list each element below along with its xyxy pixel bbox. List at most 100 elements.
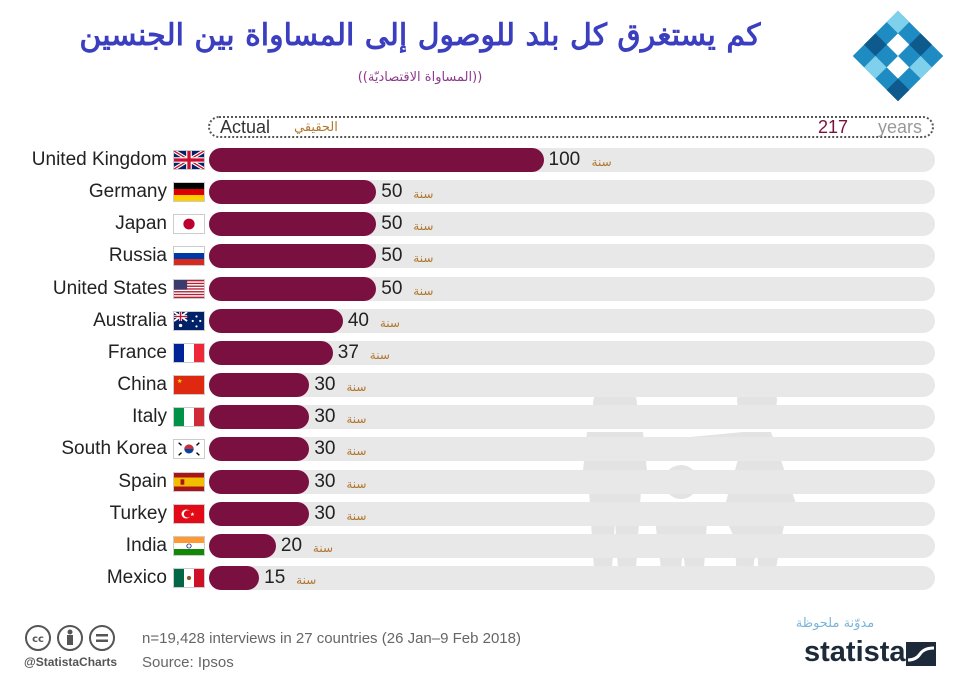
flag-icon bbox=[173, 407, 205, 427]
sample-note: n=19,428 interviews in 27 countries (26 … bbox=[142, 630, 521, 647]
bar bbox=[209, 437, 310, 461]
bar bbox=[209, 341, 333, 365]
bar-row: France 37 سنة bbox=[0, 341, 960, 365]
bar-unit: سنة bbox=[312, 541, 334, 555]
bar-row: United States 50 سنة bbox=[0, 277, 960, 301]
bar-unit: سنة bbox=[413, 187, 434, 201]
actual-label-ar: الحقيقي bbox=[294, 119, 338, 134]
bar bbox=[209, 373, 310, 397]
bar-row: Germany 50 سنة bbox=[0, 180, 960, 204]
country-label: Germany bbox=[88, 181, 167, 202]
bar-value: 40 bbox=[347, 310, 369, 331]
bar bbox=[209, 470, 310, 494]
bar-track bbox=[209, 566, 935, 590]
chart-subtitle: ((المساواة الاقتصاديّة)) bbox=[357, 70, 483, 85]
flag-icon bbox=[173, 279, 205, 299]
bar-row: United Kingdom 100 سنة bbox=[0, 148, 960, 172]
flag-icon bbox=[173, 568, 205, 588]
bar-row: India 20 سنة bbox=[0, 534, 960, 558]
bar-value: 30 bbox=[314, 406, 336, 427]
flag-icon bbox=[173, 343, 205, 363]
bar-unit: سنة bbox=[346, 444, 367, 458]
flag-icon bbox=[173, 439, 205, 459]
svg-text:★: ★ bbox=[177, 377, 183, 385]
actual-value: 217 bbox=[817, 117, 848, 137]
flag-icon bbox=[173, 311, 205, 331]
country-label: Russia bbox=[108, 245, 167, 266]
country-label: Turkey bbox=[109, 503, 167, 524]
country-label: United States bbox=[52, 278, 167, 299]
flag-icon bbox=[173, 182, 205, 202]
bar-unit: سنة bbox=[346, 509, 367, 523]
bar-row: Russia 50 سنة bbox=[0, 244, 960, 268]
bar bbox=[209, 534, 276, 558]
bar-unit: سنة bbox=[296, 573, 317, 587]
bar-track bbox=[209, 534, 935, 558]
bar bbox=[209, 277, 377, 301]
bar-track bbox=[209, 437, 935, 461]
bar-value: 100 bbox=[548, 149, 581, 170]
bar-row: Spain 30 سنة bbox=[0, 470, 960, 494]
country-label: France bbox=[107, 342, 167, 363]
bar-row: Australia 40 سنة bbox=[0, 309, 960, 333]
country-label: Japan bbox=[115, 213, 167, 234]
bar-unit: سنة bbox=[379, 316, 400, 330]
country-label: India bbox=[125, 535, 167, 556]
country-label: Australia bbox=[93, 310, 167, 331]
bar bbox=[209, 212, 377, 236]
flag-icon: ★ bbox=[173, 504, 205, 524]
bar-value: 30 bbox=[314, 471, 336, 492]
bar bbox=[209, 148, 544, 172]
cc-icon bbox=[25, 625, 51, 651]
flag-icon bbox=[173, 214, 205, 234]
actual-label: Actual bbox=[220, 117, 271, 137]
bar bbox=[209, 405, 310, 429]
bar-track bbox=[209, 373, 935, 397]
bar-value: 37 bbox=[337, 342, 359, 363]
bar-track bbox=[209, 405, 935, 429]
bar-value: 50 bbox=[381, 213, 403, 234]
flag-icon bbox=[173, 536, 205, 556]
attribution-icon bbox=[57, 625, 83, 651]
chart-title: كم يستغرق كل بلد للوصول إلى المساواة بين… bbox=[79, 18, 761, 53]
bar-row: Mexico 15 سنة bbox=[0, 566, 960, 590]
watermark-bottom: مدوّنة ملحوظة bbox=[795, 616, 875, 631]
bar-unit: سنة bbox=[369, 348, 390, 362]
diamond-logo-icon bbox=[852, 10, 944, 102]
bar-row: China ★ 30 سنة bbox=[0, 373, 960, 397]
bar-unit: سنة bbox=[346, 477, 367, 491]
actual-reference-bar: Actual الحقيقي 217 years bbox=[208, 116, 934, 138]
bar bbox=[209, 502, 310, 526]
license-icons: cc bbox=[25, 625, 115, 651]
actual-unit: years bbox=[877, 117, 922, 137]
bar-unit: سنة bbox=[413, 284, 434, 298]
footnotes: n=19,428 interviews in 27 countries (26 … bbox=[142, 627, 521, 675]
bar bbox=[209, 244, 377, 268]
bar-row: South Korea 30 سنة bbox=[0, 437, 960, 461]
statista-logo[interactable]: statista bbox=[804, 636, 906, 668]
bar-value: 50 bbox=[381, 278, 403, 299]
flag-icon bbox=[173, 472, 205, 492]
bar bbox=[209, 309, 343, 333]
country-label: Italy bbox=[132, 406, 167, 427]
bar-value: 30 bbox=[314, 503, 336, 524]
bar-track bbox=[209, 502, 935, 526]
svg-text:★: ★ bbox=[190, 512, 195, 518]
bar-unit: سنة bbox=[346, 380, 367, 394]
bar-value: 15 bbox=[264, 567, 286, 588]
bar-unit: سنة bbox=[346, 412, 367, 426]
country-label: Mexico bbox=[106, 567, 167, 588]
bar-value: 50 bbox=[381, 245, 403, 266]
flag-icon: ★ bbox=[173, 375, 205, 395]
country-label: United Kingdom bbox=[31, 149, 167, 170]
bar-row: Japan 50 سنة bbox=[0, 212, 960, 236]
twitter-handle: @StatistaCharts bbox=[24, 655, 118, 669]
bar bbox=[209, 566, 260, 590]
bar bbox=[209, 180, 377, 204]
source-note: Source: Ipsos bbox=[142, 654, 234, 671]
bar-value: 30 bbox=[314, 438, 336, 459]
bar-row: Italy 30 سنة bbox=[0, 405, 960, 429]
country-label: Spain bbox=[118, 471, 167, 492]
flag-icon bbox=[173, 150, 205, 170]
svg-text:cc: cc bbox=[32, 634, 44, 645]
